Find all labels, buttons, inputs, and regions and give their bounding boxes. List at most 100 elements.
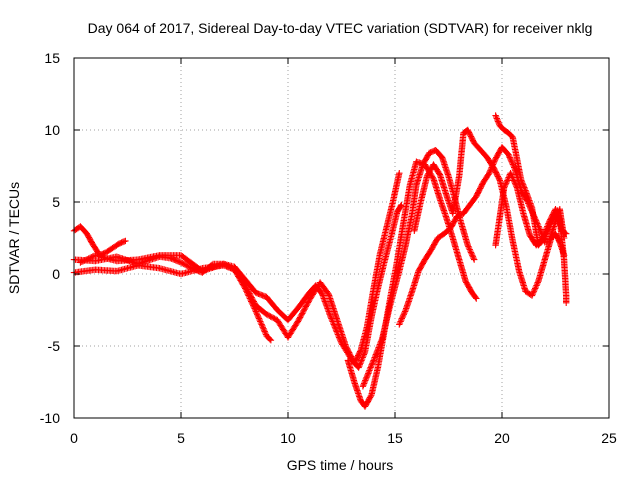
data-point	[116, 256, 118, 258]
data-point	[364, 351, 366, 353]
data-point	[390, 302, 392, 304]
data-point	[381, 338, 383, 340]
data-point	[426, 175, 428, 177]
data-point	[137, 264, 139, 266]
data-point	[379, 253, 381, 255]
data-point	[465, 280, 467, 282]
y-tick-label: 5	[52, 194, 60, 210]
data-point	[118, 243, 120, 245]
data-point	[499, 215, 501, 217]
data-point	[413, 230, 415, 232]
data-point	[415, 161, 417, 163]
data-point	[424, 259, 426, 261]
series-trace-a	[70, 223, 129, 259]
data-point	[398, 270, 400, 272]
data-point	[411, 212, 413, 215]
data-point	[428, 152, 430, 154]
data-point	[544, 237, 546, 239]
data-point	[180, 261, 182, 264]
data-point	[473, 259, 475, 261]
data-point	[373, 287, 375, 289]
plus-markers	[70, 223, 129, 259]
data-point	[79, 225, 81, 228]
data-point	[516, 158, 518, 160]
x-tick-label: 5	[177, 430, 185, 446]
data-point	[539, 230, 542, 232]
data-point	[445, 194, 447, 196]
data-point	[559, 208, 561, 210]
data-point	[420, 201, 422, 203]
data-point	[516, 187, 518, 189]
data-point	[473, 142, 475, 144]
data-point	[514, 168, 516, 170]
series-trace-d	[77, 252, 275, 344]
data-point	[544, 259, 546, 261]
series-trace-f	[359, 147, 478, 390]
data-point	[358, 367, 360, 369]
data-point	[321, 293, 323, 295]
data-point	[475, 297, 477, 300]
data-point	[411, 290, 413, 292]
data-point	[266, 296, 268, 298]
data-point	[537, 280, 540, 282]
data-point	[557, 210, 559, 212]
data-point	[447, 175, 450, 177]
data-point	[467, 244, 469, 246]
data-point	[79, 261, 81, 264]
data-point	[439, 174, 441, 176]
data-point	[458, 175, 460, 177]
data-point	[276, 309, 278, 311]
data-point	[507, 132, 509, 134]
plus-markers	[70, 201, 405, 371]
data-point	[512, 136, 514, 138]
data-point	[554, 233, 557, 235]
y-tick-label: -5	[48, 338, 61, 354]
y-axis-label: SDTVAR / TECUs	[6, 182, 22, 294]
data-point	[255, 310, 257, 312]
data-point	[415, 184, 417, 186]
data-point	[524, 290, 527, 292]
x-tick-label: 0	[70, 430, 78, 446]
data-point	[550, 223, 552, 225]
data-point	[116, 270, 118, 272]
data-point	[430, 248, 432, 251]
data-point	[370, 394, 373, 396]
data-point	[223, 263, 225, 265]
data-point	[403, 221, 405, 223]
data-point	[510, 172, 512, 174]
data-point	[137, 259, 139, 261]
data-point	[330, 316, 332, 318]
data-point	[116, 260, 118, 262]
plot-frame	[73, 57, 610, 419]
data-point	[452, 212, 454, 215]
data-point	[255, 292, 257, 294]
data-point	[554, 208, 557, 210]
data-point	[462, 132, 465, 134]
data-point	[432, 178, 435, 180]
data-point	[456, 215, 458, 217]
data-point	[520, 179, 522, 181]
data-point	[482, 182, 484, 184]
data-point	[550, 237, 552, 239]
data-point	[469, 204, 471, 206]
data-point	[505, 205, 507, 207]
data-point	[480, 149, 482, 151]
data-point	[563, 259, 565, 261]
data-point	[467, 129, 469, 131]
data-point	[495, 244, 497, 246]
data-point	[422, 164, 424, 166]
data-point	[475, 195, 477, 197]
data-point	[105, 251, 107, 253]
data-point	[392, 201, 394, 203]
data-point	[201, 270, 203, 272]
data-point	[345, 345, 347, 347]
data-point	[353, 381, 355, 383]
series-trace-b	[70, 201, 405, 371]
data-point	[373, 359, 375, 361]
data-point	[561, 230, 563, 232]
data-point	[435, 149, 437, 151]
data-point	[501, 146, 503, 148]
data-point	[495, 158, 497, 160]
data-point	[94, 269, 96, 271]
